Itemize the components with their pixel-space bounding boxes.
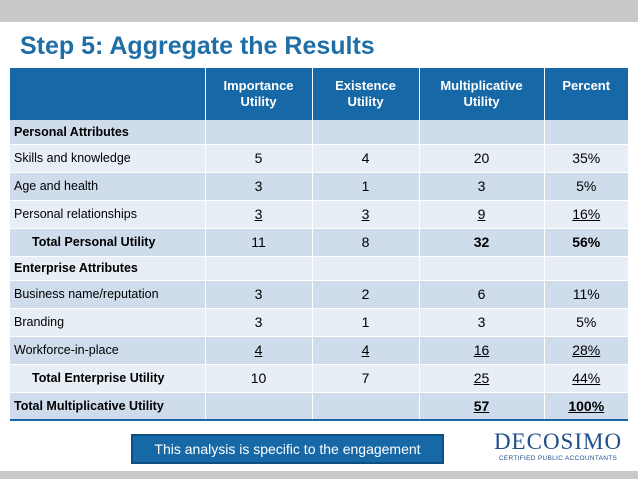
header-existence-utility: Existence Utility <box>312 68 420 120</box>
cell-importance <box>205 120 313 145</box>
cell-percent: 100% <box>544 392 628 421</box>
cell-importance: 3 <box>205 200 313 229</box>
cell-multiplicative: 25 <box>419 364 545 393</box>
cell-percent: 11% <box>544 280 628 309</box>
cell-multiplicative: 9 <box>419 200 545 229</box>
table-row: Branding 3 1 3 5% <box>10 308 628 337</box>
cell-existence <box>312 256 420 281</box>
row-label: Skills and knowledge <box>10 144 206 173</box>
cell-percent: 5% <box>544 172 628 201</box>
header-multiplicative-utility: Multiplicative Utility <box>419 68 545 120</box>
table-row: Workforce-in-place 4 4 16 28% <box>10 336 628 365</box>
row-label: Branding <box>10 308 206 337</box>
cell-multiplicative: 20 <box>419 144 545 173</box>
row-label: Enterprise Attributes <box>10 256 206 281</box>
bottom-bar <box>0 471 638 479</box>
cell-existence: 4 <box>312 336 420 365</box>
row-label: Total Multiplicative Utility <box>10 392 206 421</box>
cell-existence: 1 <box>312 172 420 201</box>
cell-percent: 5% <box>544 308 628 337</box>
cell-multiplicative: 6 <box>419 280 545 309</box>
cell-multiplicative <box>419 120 545 145</box>
cell-importance <box>205 392 313 421</box>
cell-existence <box>312 392 420 421</box>
cell-importance: 5 <box>205 144 313 173</box>
top-bar <box>0 0 638 22</box>
section-row-personal: Personal Attributes <box>10 120 628 145</box>
cell-percent: 28% <box>544 336 628 365</box>
cell-existence: 2 <box>312 280 420 309</box>
cell-multiplicative: 3 <box>419 172 545 201</box>
cell-importance <box>205 256 313 281</box>
cell-percent: 56% <box>544 228 628 257</box>
total-row-multiplicative: Total Multiplicative Utility 57 100% <box>10 392 628 421</box>
cell-importance: 10 <box>205 364 313 393</box>
cell-importance: 11 <box>205 228 313 257</box>
cell-percent <box>544 256 628 281</box>
cell-importance: 4 <box>205 336 313 365</box>
row-label: Workforce-in-place <box>10 336 206 365</box>
cell-existence: 7 <box>312 364 420 393</box>
cell-existence <box>312 120 420 145</box>
row-label: Total Enterprise Utility <box>10 364 206 393</box>
logo-wordmark: DECOSIMO <box>493 429 623 454</box>
cell-percent: 35% <box>544 144 628 173</box>
table-row: Age and health 3 1 3 5% <box>10 172 628 201</box>
cell-multiplicative: 57 <box>419 392 545 421</box>
logo-tagline: CERTIFIED PUBLIC ACCOUNTANTS <box>498 455 618 462</box>
cell-existence: 3 <box>312 200 420 229</box>
cell-percent <box>544 120 628 145</box>
cell-importance: 3 <box>205 308 313 337</box>
slide-title: Step 5: Aggregate the Results <box>20 32 375 60</box>
header-importance-utility: Importance Utility <box>205 68 313 120</box>
cell-existence: 4 <box>312 144 420 173</box>
row-label: Age and health <box>10 172 206 201</box>
cell-multiplicative: 3 <box>419 308 545 337</box>
row-label: Personal relationships <box>10 200 206 229</box>
total-row-personal: Total Personal Utility 11 8 32 56% <box>10 228 628 257</box>
cell-importance: 3 <box>205 172 313 201</box>
table-row: Skills and knowledge 5 4 20 35% <box>10 144 628 173</box>
cell-importance: 3 <box>205 280 313 309</box>
cell-existence: 8 <box>312 228 420 257</box>
header-attribute <box>10 68 206 120</box>
row-label: Personal Attributes <box>10 120 206 145</box>
cell-existence: 1 <box>312 308 420 337</box>
row-label: Business name/reputation <box>10 280 206 309</box>
header-percent: Percent <box>544 68 628 120</box>
row-label: Total Personal Utility <box>10 228 206 257</box>
section-row-enterprise: Enterprise Attributes <box>10 256 628 281</box>
table-row: Business name/reputation 3 2 6 11% <box>10 280 628 309</box>
cell-multiplicative: 16 <box>419 336 545 365</box>
cell-percent: 16% <box>544 200 628 229</box>
results-table: Importance Utility Existence Utility Mul… <box>10 68 628 421</box>
cell-percent: 44% <box>544 364 628 393</box>
engagement-note: This analysis is specific to the engagem… <box>131 434 444 464</box>
table-header-row: Importance Utility Existence Utility Mul… <box>10 68 628 120</box>
total-row-enterprise: Total Enterprise Utility 10 7 25 44% <box>10 364 628 393</box>
table-row: Personal relationships 3 3 9 16% <box>10 200 628 229</box>
decosimo-logo: DECOSIMO CERTIFIED PUBLIC ACCOUNTANTS <box>489 430 627 463</box>
cell-multiplicative: 32 <box>419 228 545 257</box>
cell-multiplicative <box>419 256 545 281</box>
